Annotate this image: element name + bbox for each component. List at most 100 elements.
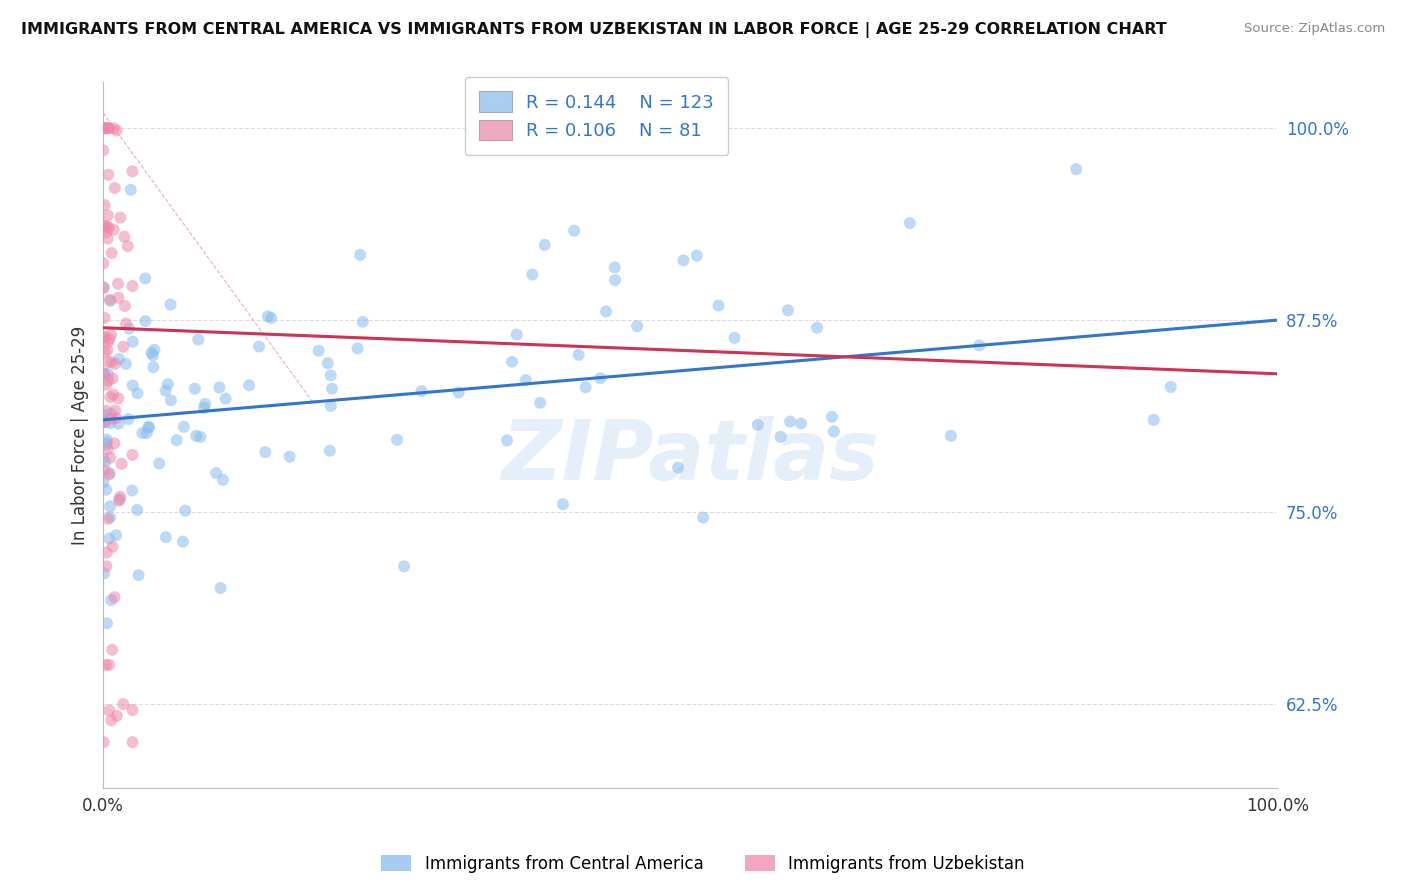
Point — [97, 168, 120, 182]
Point — [121, 735, 143, 749]
Point — [142, 360, 165, 375]
Point — [96, 483, 118, 497]
Point — [93, 220, 115, 235]
Point — [103, 436, 125, 450]
Point — [115, 357, 138, 371]
Point — [97, 367, 120, 381]
Point — [568, 348, 591, 362]
Point — [94, 121, 117, 136]
Point — [666, 460, 689, 475]
Point — [97, 121, 120, 136]
Point — [238, 378, 260, 392]
Point — [93, 331, 115, 345]
Point — [93, 198, 115, 212]
Point — [349, 248, 371, 262]
Point — [779, 415, 801, 429]
Y-axis label: In Labor Force | Age 25-29: In Labor Force | Age 25-29 — [72, 326, 89, 545]
Point — [308, 343, 330, 358]
Point — [94, 345, 117, 359]
Point — [411, 384, 433, 399]
Point — [112, 340, 135, 354]
Point — [93, 280, 115, 294]
Point — [98, 532, 121, 546]
Point — [447, 385, 470, 400]
Text: IMMIGRANTS FROM CENTRAL AMERICA VS IMMIGRANTS FROM UZBEKISTAN IN LABOR FORCE | A: IMMIGRANTS FROM CENTRAL AMERICA VS IMMIG… — [21, 22, 1167, 38]
Point — [247, 340, 270, 354]
Point — [98, 293, 121, 307]
Point — [686, 249, 709, 263]
Point — [769, 430, 792, 444]
Point — [93, 281, 115, 295]
Point — [108, 351, 131, 366]
Point — [260, 310, 283, 325]
Point — [93, 219, 115, 233]
Point — [392, 559, 415, 574]
Point — [214, 392, 236, 406]
Text: Source: ZipAtlas.com: Source: ZipAtlas.com — [1244, 22, 1385, 36]
Point — [104, 357, 127, 371]
Point — [148, 457, 170, 471]
Point — [93, 735, 115, 749]
Point — [506, 327, 529, 342]
Point — [98, 450, 121, 465]
Point — [496, 434, 519, 448]
Point — [155, 530, 177, 544]
Point — [522, 268, 544, 282]
Point — [101, 540, 124, 554]
Point — [898, 216, 921, 230]
Point — [141, 346, 163, 360]
Point — [316, 356, 339, 370]
Point — [96, 616, 118, 631]
Point — [672, 253, 695, 268]
Point — [96, 219, 118, 234]
Point — [143, 343, 166, 357]
Point — [97, 231, 120, 245]
Point — [93, 463, 115, 477]
Point — [278, 450, 301, 464]
Point — [193, 401, 215, 415]
Point — [110, 457, 132, 471]
Point — [128, 568, 150, 582]
Point — [747, 417, 769, 432]
Point — [967, 338, 990, 352]
Point — [93, 566, 115, 581]
Point — [127, 386, 149, 401]
Point — [160, 393, 183, 408]
Point — [96, 545, 118, 559]
Point — [186, 429, 208, 443]
Point — [105, 528, 128, 542]
Point — [121, 164, 143, 178]
Point — [97, 374, 120, 388]
Point — [103, 591, 125, 605]
Point — [110, 490, 132, 504]
Point — [93, 256, 115, 270]
Point — [194, 397, 217, 411]
Point — [134, 271, 156, 285]
Point — [142, 348, 165, 362]
Point — [707, 299, 730, 313]
Point — [138, 419, 160, 434]
Point — [589, 371, 612, 385]
Point — [776, 303, 799, 318]
Point — [91, 475, 114, 490]
Point — [100, 593, 122, 607]
Point — [97, 208, 120, 222]
Point — [692, 510, 714, 524]
Point — [1160, 380, 1182, 394]
Point — [98, 703, 121, 717]
Point — [254, 445, 277, 459]
Point — [156, 377, 179, 392]
Point — [603, 260, 626, 275]
Point — [97, 512, 120, 526]
Point — [100, 355, 122, 369]
Point — [103, 387, 125, 401]
Point — [96, 438, 118, 452]
Point — [121, 279, 143, 293]
Point — [107, 417, 129, 431]
Point — [117, 412, 139, 426]
Point — [105, 123, 128, 137]
Point — [595, 304, 617, 318]
Point — [551, 497, 574, 511]
Point — [100, 246, 122, 260]
Point — [94, 455, 117, 469]
